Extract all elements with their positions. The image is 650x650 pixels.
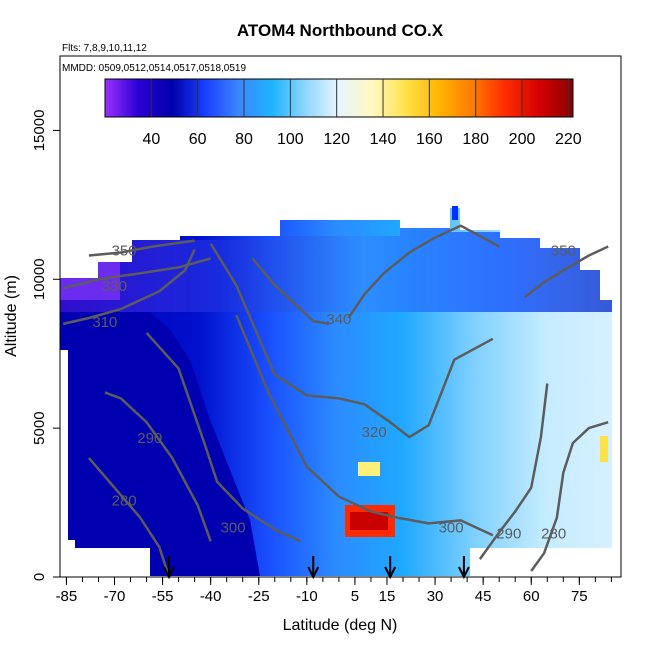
colorbar-tick-label: 140	[370, 131, 397, 148]
y-tick-label: 5000	[31, 411, 48, 444]
contour-line-300	[235, 314, 494, 537]
contour-line-330	[62, 257, 212, 290]
ship-markers	[163, 556, 470, 580]
ship-marker-arrow-head	[384, 566, 397, 580]
x-tick-label: -40	[200, 588, 222, 605]
x-tick-label: 5	[351, 588, 359, 605]
contour-label: 310	[92, 314, 117, 331]
x-axis: -85 -70 -55 -40 -25 -10 5 15 30 45 60 75	[56, 577, 612, 605]
contour-line-340	[251, 257, 330, 326]
contour-line-340	[347, 224, 500, 319]
x-tick-label: -70	[104, 588, 126, 605]
y-tick-label: 15000	[31, 110, 48, 152]
colorbar-gradient	[104, 78, 574, 118]
chart-title: ATOM4 Northbound CO.X	[237, 21, 444, 40]
x-tick-label: 75	[571, 588, 588, 605]
contour-label: 290	[496, 525, 521, 542]
x-tick-label: -10	[296, 588, 318, 605]
colorbar-tick-label: 40	[142, 131, 160, 148]
heatmap-dark-west	[60, 312, 260, 576]
dates-subtitle: MMDD: 0509,0512,0514,0517,0518,0519	[62, 63, 246, 74]
contour-line-320	[209, 242, 494, 439]
colorbar-tick-label: 200	[509, 131, 536, 148]
contour-label: 290	[137, 430, 162, 447]
heatmap-east-yellow	[600, 436, 608, 462]
heatmap-high-co-core	[350, 512, 388, 530]
ship-marker-arrow-head	[307, 566, 320, 580]
contour-label: 280	[541, 525, 566, 542]
colorbar-tick-label: 60	[189, 131, 207, 148]
contour-line-280	[530, 421, 609, 572]
contour-line-300	[145, 332, 301, 543]
colorbar-tick-label: 120	[323, 131, 350, 148]
x-tick-label: -85	[56, 588, 78, 605]
x-tick-label: 45	[475, 588, 492, 605]
heatmap-yellow-cell	[358, 462, 380, 476]
contour-line-290	[104, 391, 212, 542]
x-tick-label: -55	[152, 588, 174, 605]
contour-label: 300	[439, 519, 464, 536]
contour-label: 340	[326, 311, 351, 328]
y-axis: 0 5000 10000 15000	[31, 110, 60, 581]
contour-layer	[62, 224, 609, 577]
contour-label-layer: 350 330 310 290 280 300 340 320 300 290 280 350	[92, 242, 575, 542]
heatmap-spike	[452, 206, 458, 220]
contour-line-280	[87, 457, 171, 577]
colorbar-tick-label: 160	[416, 131, 443, 148]
contour-label: 280	[112, 493, 137, 510]
contour-line-350	[524, 245, 609, 299]
colorbar: 40 60 80 100 120 140 160 180 200 220	[104, 78, 582, 148]
y-tick-label: 10000	[31, 258, 48, 300]
y-tick-label: 0	[31, 573, 48, 581]
heatmap-upper-band	[60, 228, 612, 312]
contour-line-310	[62, 248, 196, 326]
heatmap-field	[60, 206, 612, 576]
flights-subtitle: Flts: 7,8,9,10,11,12	[62, 43, 147, 54]
colorbar-tick-label: 220	[555, 131, 582, 148]
y-axis-title: Altitude (m)	[3, 275, 20, 357]
ship-marker-arrow-head	[163, 566, 175, 580]
ship-marker-arrow-head	[458, 566, 470, 580]
x-tick-label: -25	[248, 588, 270, 605]
colorbar-tick-label: 80	[235, 131, 253, 148]
colorbar-ticks: 40 60 80 100 120 140 160 180 200 220	[142, 79, 582, 148]
contour-label: 300	[221, 519, 246, 536]
contour-line-290	[478, 383, 549, 560]
contour-label: 350	[112, 242, 137, 259]
colorbar-tick-label: 100	[277, 131, 304, 148]
contour-label: 330	[102, 278, 127, 295]
x-tick-label: 60	[523, 588, 540, 605]
x-axis-title: Latitude (deg N)	[283, 617, 398, 634]
colorbar-tick-label: 180	[462, 131, 489, 148]
plot-frame	[59, 55, 622, 578]
contour-label: 350	[551, 242, 576, 259]
x-tick-label: 30	[427, 588, 444, 605]
contour-line-350	[88, 239, 195, 257]
x-tick-label: 15	[379, 588, 396, 605]
contour-label: 320	[362, 424, 387, 441]
